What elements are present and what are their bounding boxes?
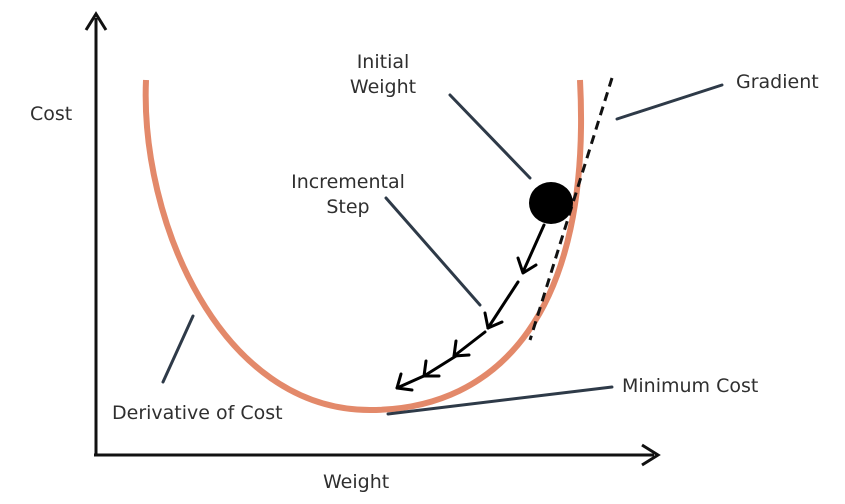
- leader-lines: [161, 83, 724, 416]
- initial-weight-leader: [448, 93, 532, 180]
- step-arrow-4: [422, 354, 458, 378]
- step-arrow-3: [452, 330, 487, 358]
- incremental-step-line2: Step: [326, 196, 370, 219]
- gradient-leader: [615, 83, 724, 121]
- minimum-cost-leader: [386, 385, 614, 416]
- initial-weight-label: Initial Weight: [338, 50, 428, 100]
- step-arrow-2: [486, 280, 520, 330]
- incremental-step-label: Incremental Step: [278, 170, 418, 220]
- step-arrow-1-head: [516, 256, 538, 275]
- incremental-steps: [395, 223, 546, 392]
- gradient-label: Gradient: [736, 71, 819, 93]
- cost-curve: [142, 79, 584, 414]
- y-axis-arrowhead: [84, 11, 108, 31]
- step-arrow-5-head: [395, 372, 414, 392]
- step-arrow-5: [395, 373, 428, 390]
- x-axis-arrowhead: [641, 443, 661, 467]
- initial-weight-ball: [529, 182, 573, 224]
- minimum-cost-label: Minimum Cost: [622, 375, 759, 397]
- derivative-of-cost-leader: [161, 314, 195, 384]
- y-axis-label: Cost: [30, 103, 73, 125]
- derivative-of-cost-label: Derivative of Cost: [112, 402, 283, 424]
- axes: [84, 11, 661, 467]
- step-arrow-1: [521, 223, 546, 274]
- x-axis-label: Weight: [323, 471, 390, 493]
- initial-weight-line1: Initial: [356, 51, 410, 73]
- incremental-step-leader: [384, 196, 482, 307]
- step-arrow-2-head: [483, 311, 504, 330]
- initial-weight-line2: Weight: [349, 76, 417, 99]
- incremental-step-line1: Incremental: [291, 171, 405, 193]
